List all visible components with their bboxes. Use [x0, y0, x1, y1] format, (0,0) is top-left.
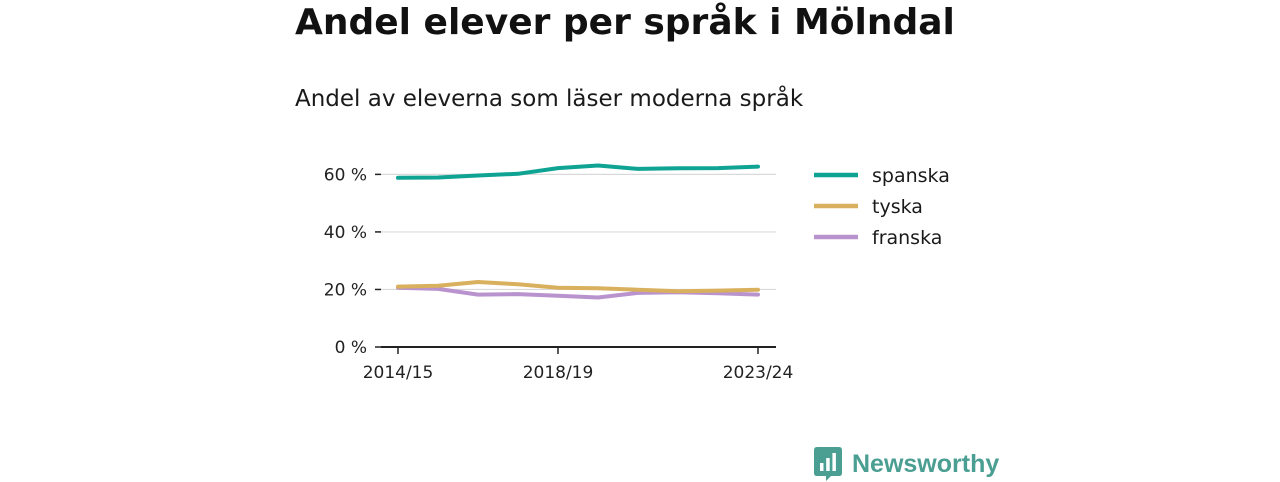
legend-label-spanska: spanska [872, 165, 950, 187]
legend-label-tyska: tyska [872, 196, 923, 218]
newsworthy-brand[interactable]: Newsworthy [814, 446, 999, 482]
x-axis-ticks: 2014/15 2018/19 2023/24 [363, 347, 794, 383]
chart-subtitle: Andel av eleverna som läser moderna språ… [295, 86, 804, 112]
legend: spanska tyska franska [814, 165, 950, 249]
chart-title: Andel elever per språk i Mölndal [295, 2, 955, 43]
newsworthy-logo-icon [814, 447, 842, 481]
y-tick-label: 60 % [324, 165, 367, 185]
y-tick-label: 20 % [324, 280, 367, 300]
series-line-spanska [396, 163, 760, 180]
x-tick-label: 2014/15 [363, 363, 434, 383]
y-tick-label: 40 % [324, 223, 367, 243]
legend-label-franska: franska [872, 227, 942, 249]
y-tick-label: 0 % [335, 338, 367, 358]
y-axis-ticks: 0 % 20 % 40 % 60 % [324, 165, 381, 358]
x-tick-label: 2023/24 [723, 363, 794, 383]
series-line-tyska [396, 280, 760, 294]
x-tick-label: 2018/19 [523, 363, 594, 383]
brand-name: Newsworthy [852, 449, 1000, 478]
series-lines [396, 163, 760, 300]
gridlines [381, 173, 776, 291]
